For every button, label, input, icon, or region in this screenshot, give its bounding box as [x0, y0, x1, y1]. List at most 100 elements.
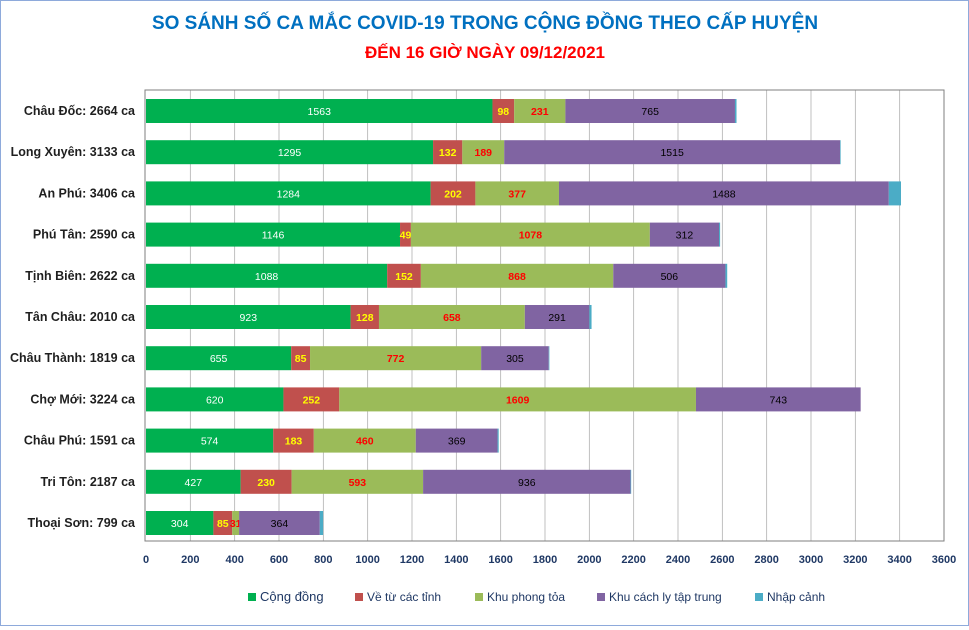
bar-segment	[514, 99, 566, 123]
data-label: 593	[349, 477, 367, 489]
data-label: 1088	[255, 271, 279, 283]
bar-segment	[146, 346, 292, 371]
bar-segment	[504, 140, 841, 165]
data-label: 655	[210, 353, 228, 365]
bar-segment	[695, 387, 861, 412]
x-axis-ticks: 0 200 400 600 800 1000 1200 1400 1600 1800 2000 220…	[143, 554, 956, 566]
bar-segment	[400, 222, 411, 247]
x-tick-label: 2200	[621, 554, 645, 566]
bar-segment	[240, 469, 292, 494]
data-label: 85	[295, 353, 307, 365]
legend-swatch	[475, 593, 483, 601]
category-label: Châu Thành: 1819 ca	[10, 351, 136, 365]
data-label: 743	[770, 394, 788, 406]
data-label: 183	[285, 436, 303, 448]
bar-segment	[350, 305, 379, 329]
bar-segment	[462, 140, 505, 165]
bar-segment	[734, 99, 737, 123]
data-label: 252	[303, 394, 321, 406]
x-tick-label: 2800	[754, 554, 778, 566]
x-tick-label: 2000	[577, 554, 601, 566]
data-label: 1295	[278, 147, 302, 159]
category-label: Thoại Sơn: 799 ca	[27, 516, 136, 530]
bar-segment	[146, 99, 493, 123]
bar-segment	[888, 181, 901, 206]
bar-segment	[420, 263, 614, 288]
x-tick-label: 3400	[887, 554, 911, 566]
data-label: 364	[271, 518, 289, 530]
x-tick-label: 800	[314, 554, 332, 566]
category-label: An Phú: 3406 ca	[38, 186, 136, 200]
data-label: 230	[257, 477, 275, 489]
data-label: 304	[171, 518, 189, 530]
data-label: 305	[506, 353, 524, 365]
bar-segment	[613, 263, 726, 288]
category-labels: Châu Đốc: 2664 ca Long Xuyên: 3133 ca An P…	[10, 104, 136, 530]
x-tick-label: 1200	[400, 554, 424, 566]
legend-label: Cộng đồng	[260, 589, 324, 604]
x-tick-label: 1400	[444, 554, 468, 566]
x-tick-label: 3000	[799, 554, 823, 566]
bar-segment	[146, 469, 241, 494]
data-label: 620	[206, 394, 224, 406]
bar-segment	[378, 305, 525, 329]
x-tick-label: 2600	[710, 554, 734, 566]
bar-segment	[146, 305, 351, 329]
category-label: Tịnh Biên: 2622 ca	[25, 269, 136, 283]
bar-segment	[433, 140, 463, 165]
data-label: 231	[531, 106, 549, 118]
data-label: 868	[508, 271, 526, 283]
bar-segment	[719, 222, 721, 247]
legend: Cộng đồng Về từ các tỉnh Khu phong tỏa Khu …	[248, 589, 825, 604]
data-label: 658	[443, 312, 461, 324]
bar-segment	[310, 346, 482, 371]
bar-segment	[840, 140, 841, 165]
bar-segment	[423, 469, 631, 494]
bar-segment	[565, 99, 735, 123]
bar-segment	[232, 511, 240, 535]
bar-segment	[492, 99, 515, 123]
x-tick-label: 1800	[533, 554, 557, 566]
legend-label: Khu phong tỏa	[487, 590, 565, 604]
bar-segment	[410, 222, 650, 247]
category-label: Châu Phú: 1591 ca	[24, 434, 136, 448]
data-label: 189	[475, 147, 493, 159]
bar-segment	[415, 428, 498, 453]
data-label: 574	[201, 436, 219, 448]
bar-segment	[146, 222, 401, 247]
data-label: 291	[548, 312, 566, 324]
bar-segment	[548, 346, 550, 371]
bar-segment	[313, 428, 416, 453]
category-label: Tân Châu: 2010 ca	[25, 310, 136, 324]
data-label: 1515	[660, 147, 684, 159]
data-label: 1284	[277, 188, 301, 200]
bars-layer: 1563 98 231 765 1295 132 189 1515 1284 202 377 1488…	[146, 99, 901, 535]
data-label: 1609	[506, 394, 530, 406]
bar-segment	[339, 387, 696, 412]
bar-segment	[213, 511, 233, 535]
bar-segment	[481, 346, 549, 371]
x-tick-label: 400	[225, 554, 243, 566]
legend-label: Nhập cảnh	[767, 590, 825, 604]
data-label: 460	[356, 436, 374, 448]
bar-segment	[283, 387, 340, 412]
bar-segment	[497, 428, 499, 453]
data-label: 49	[400, 230, 412, 242]
legend-label: Về từ các tỉnh	[367, 590, 441, 604]
category-label: Châu Đốc: 2664 ca	[24, 104, 136, 118]
data-label: 31	[230, 518, 242, 530]
x-tick-label: 600	[270, 554, 288, 566]
chart-subtitle: ĐẾN 16 GIỜ NGÀY 09/12/2021	[365, 43, 605, 62]
bar-segment	[725, 263, 728, 288]
legend-label: Khu cách ly tập trung	[609, 590, 722, 604]
x-tick-label: 3600	[932, 554, 956, 566]
bar-segment	[387, 263, 421, 288]
bar-segment	[273, 428, 314, 453]
data-label: 772	[387, 353, 405, 365]
legend-swatch	[597, 593, 605, 601]
bar-segment	[239, 511, 320, 535]
bar-segment	[146, 428, 274, 453]
legend-swatch	[355, 593, 363, 601]
